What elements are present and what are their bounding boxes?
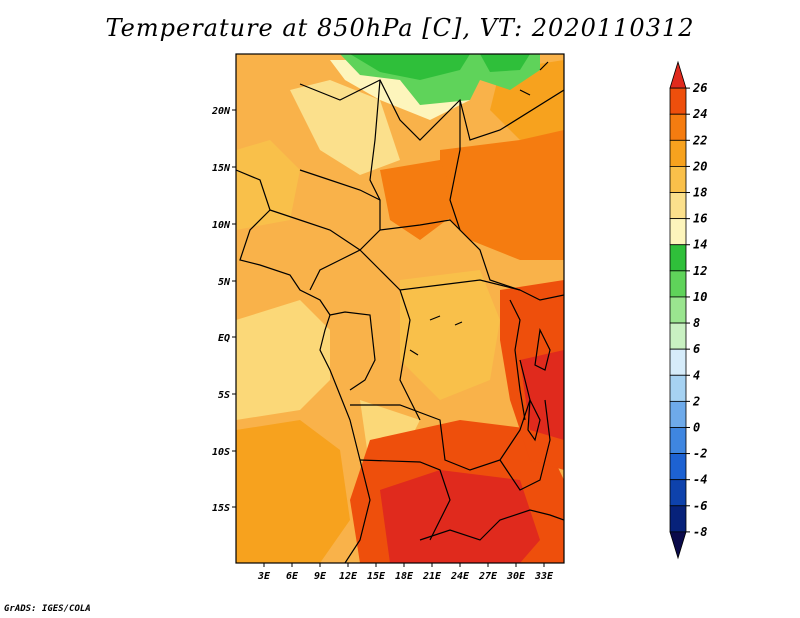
lon-label: 33E bbox=[534, 571, 554, 582]
lat-label: 5N bbox=[218, 277, 231, 288]
lon-label: 30E bbox=[506, 571, 526, 582]
colorbar-label: 26 bbox=[692, 81, 707, 95]
colorbar-label: -6 bbox=[693, 499, 707, 513]
colorbar-swatch bbox=[669, 192, 687, 220]
colorbar-swatch bbox=[669, 374, 687, 402]
colorbar-swatch bbox=[669, 531, 687, 560]
colorbar-label: 4 bbox=[693, 368, 700, 382]
lat-label: 5S bbox=[218, 390, 230, 401]
colorbar-swatch bbox=[669, 244, 687, 272]
colorbar-label: 0 bbox=[693, 420, 700, 434]
colorbar-label: 6 bbox=[693, 342, 700, 356]
colorbar-swatch bbox=[669, 348, 687, 376]
lon-label: 21E bbox=[422, 571, 442, 582]
lat-axis: 20N 15N 10N 5N EQ 5S 10S 15S bbox=[211, 106, 236, 514]
lat-label: 10N bbox=[212, 220, 231, 231]
colorbar-label: -2 bbox=[693, 447, 707, 461]
colorbar-swatch bbox=[669, 427, 687, 454]
colorbar-label: 12 bbox=[693, 264, 707, 278]
lon-label: 15E bbox=[367, 571, 386, 582]
colorbar-swatch bbox=[669, 322, 687, 350]
lon-axis: 3E 6E 9E 12E 15E 18E 21E 24E 27E 30E 33E bbox=[257, 563, 554, 582]
colorbar-label: 16 bbox=[693, 212, 707, 226]
colorbar-swatch bbox=[669, 453, 687, 481]
colorbar-label: 10 bbox=[693, 290, 707, 304]
lon-label: 9E bbox=[314, 571, 327, 582]
colorbar-swatch bbox=[669, 270, 687, 298]
colorbar-label: 18 bbox=[693, 186, 707, 200]
lat-label: 10S bbox=[212, 447, 230, 458]
colorbar-swatch bbox=[669, 60, 687, 89]
colorbar-label: -4 bbox=[693, 473, 707, 487]
colorbar-label: 20 bbox=[692, 159, 707, 173]
colorbar-swatch bbox=[669, 218, 687, 246]
colorbar-swatch bbox=[669, 296, 687, 324]
lon-label: 12E bbox=[339, 571, 358, 582]
colorbar-swatch bbox=[669, 505, 687, 533]
colorbar-label: 14 bbox=[693, 238, 707, 252]
colorbar-swatch bbox=[669, 479, 687, 507]
lat-label: EQ bbox=[218, 333, 230, 344]
map-title: Temperature at 850hPa [C], VT: 202011031… bbox=[105, 14, 695, 42]
colorbar-label: 2 bbox=[692, 394, 700, 408]
lon-label: 18E bbox=[395, 571, 414, 582]
colorbar-label: 22 bbox=[692, 133, 707, 147]
lat-label: 15N bbox=[212, 163, 231, 174]
colorbar-label: -8 bbox=[693, 525, 707, 539]
lon-label: 27E bbox=[478, 571, 498, 582]
colorbar-swatch bbox=[669, 87, 687, 115]
colorbar-swatch bbox=[669, 400, 687, 428]
lon-label: 3E bbox=[257, 571, 271, 582]
colorbar-swatch bbox=[669, 139, 687, 167]
lon-label: 6E bbox=[286, 571, 299, 582]
colorbar-label: 8 bbox=[693, 316, 700, 330]
lat-label: 20N bbox=[211, 106, 231, 117]
colorbar-label: 24 bbox=[692, 107, 707, 121]
lon-label: 24E bbox=[450, 571, 470, 582]
colorbar-swatch bbox=[669, 113, 687, 141]
country-borders bbox=[236, 61, 564, 563]
grads-credit: GrADS: IGES/COLA bbox=[4, 604, 91, 614]
colorbar-swatch bbox=[669, 166, 687, 193]
lat-label: 15S bbox=[212, 503, 230, 514]
map-frame bbox=[235, 53, 565, 564]
